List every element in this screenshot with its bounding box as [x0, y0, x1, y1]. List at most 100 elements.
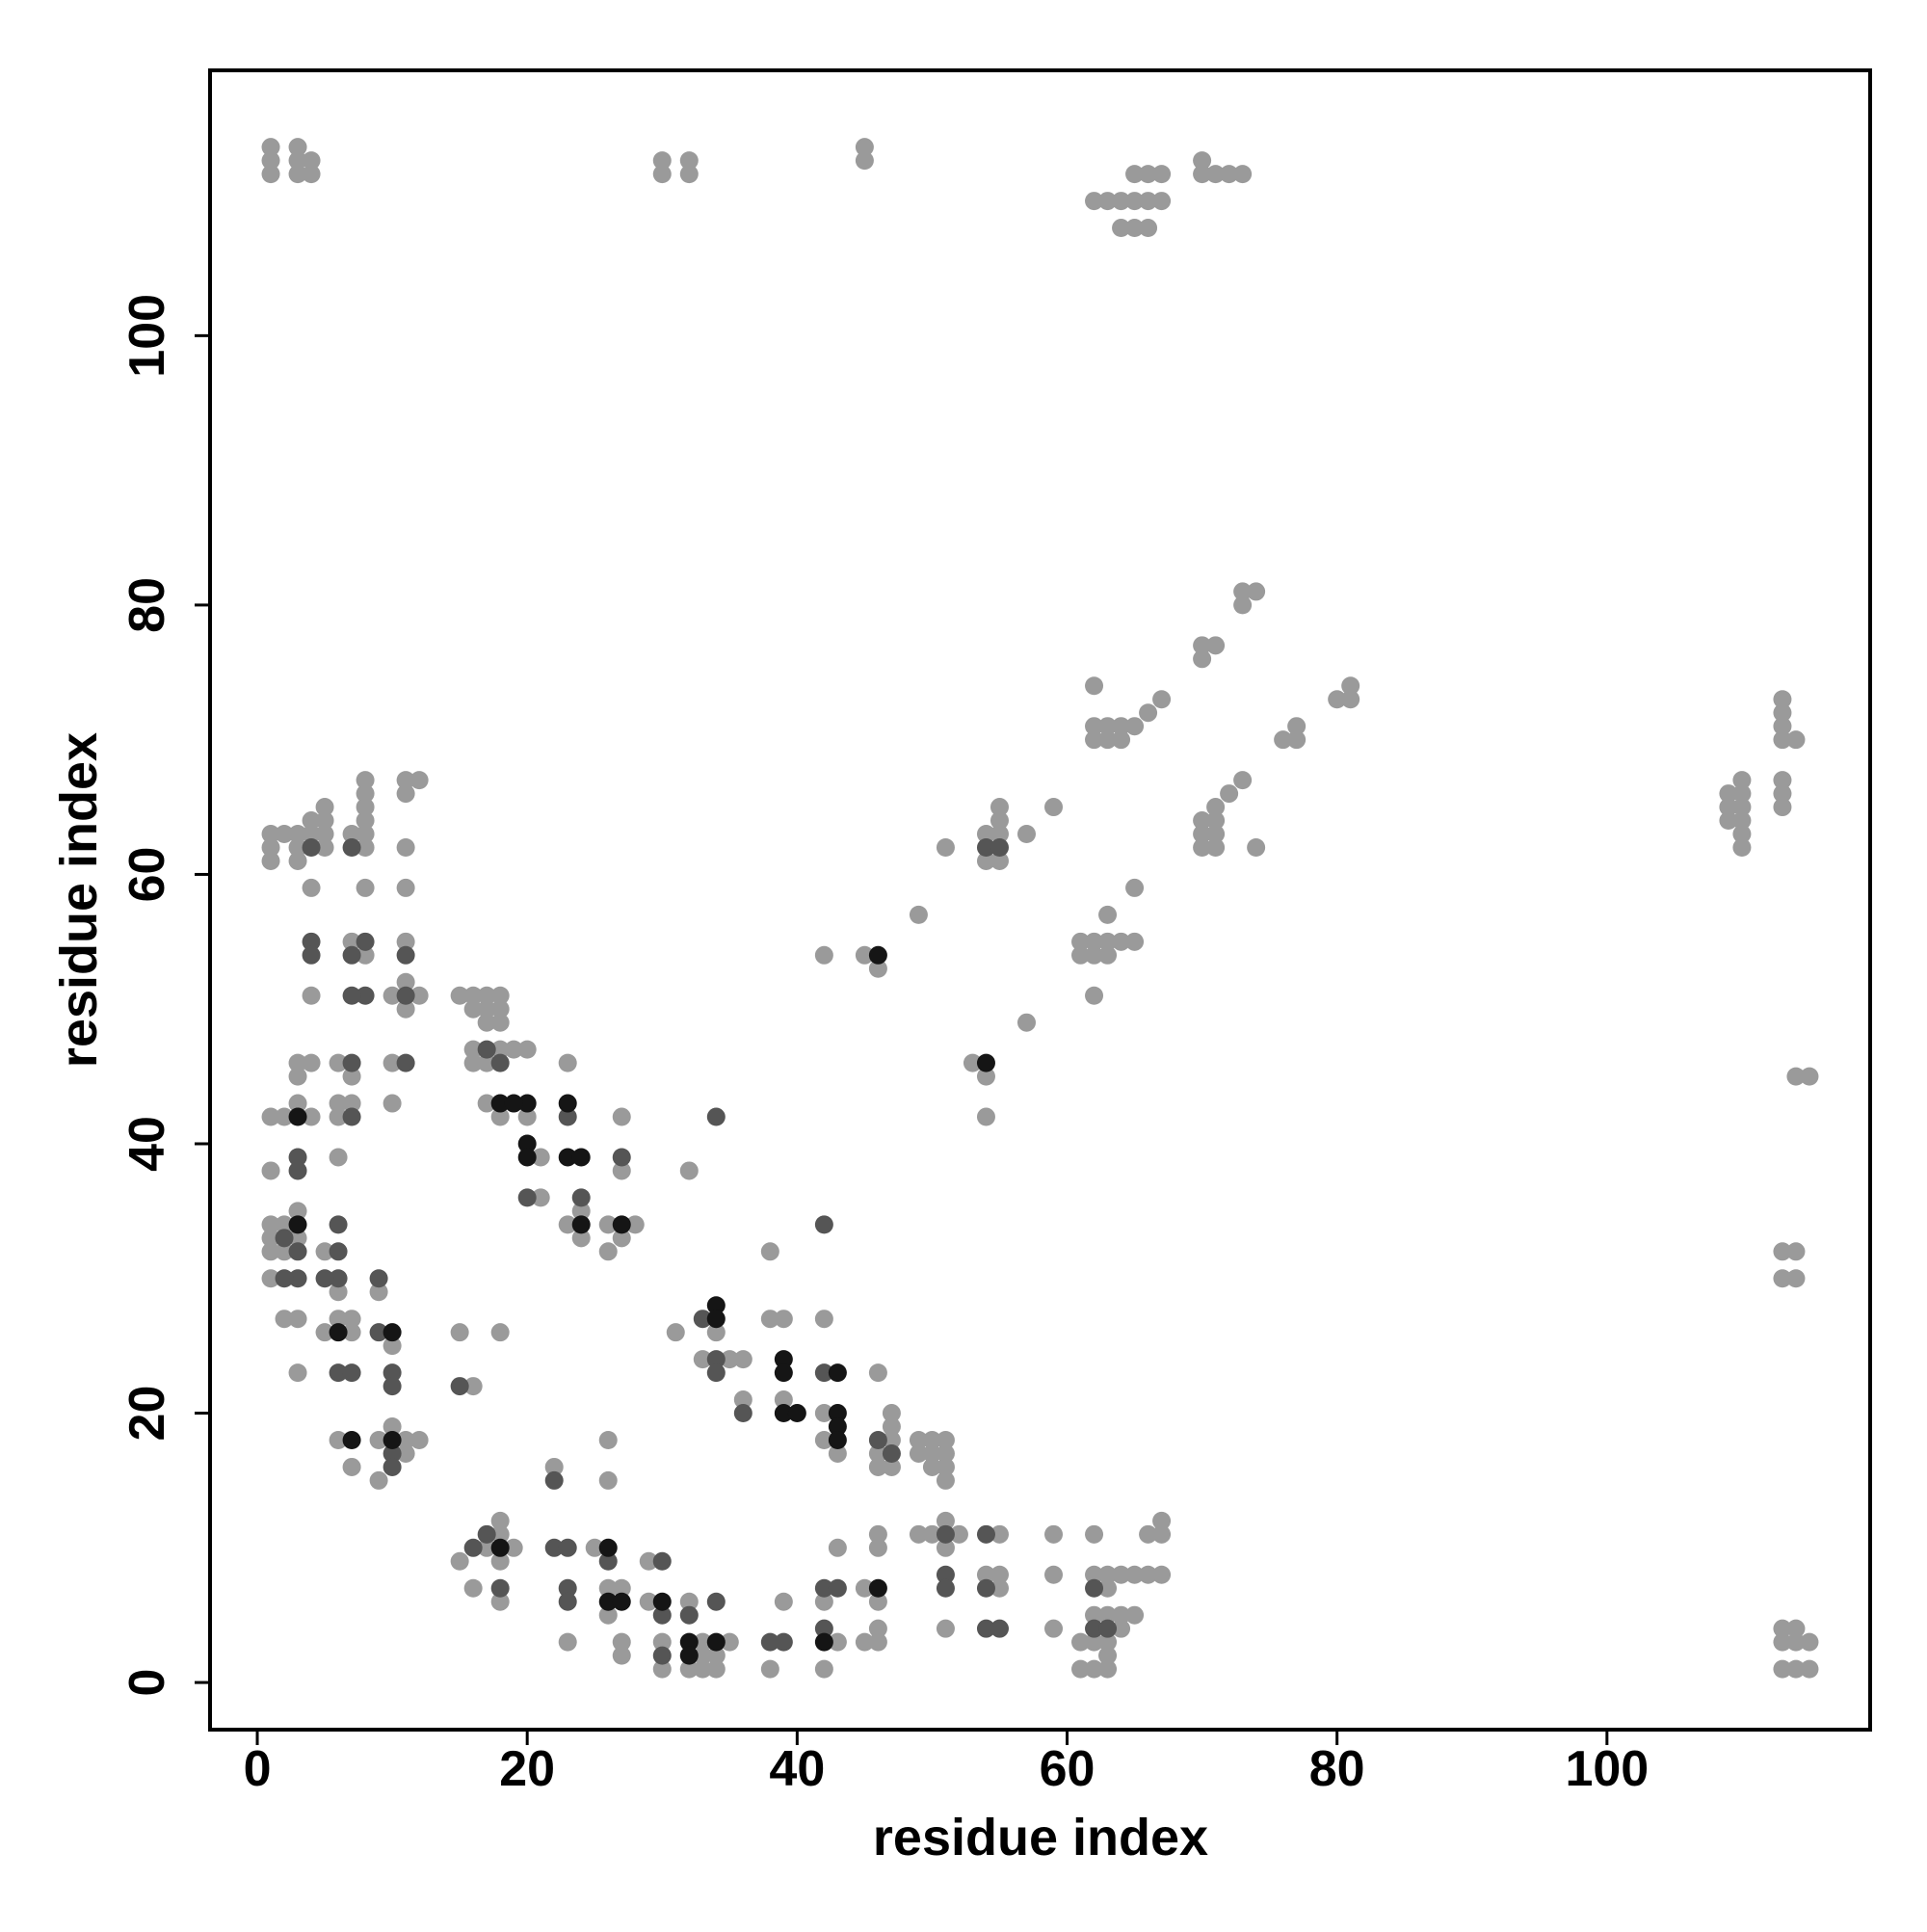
- point: [288, 837, 307, 857]
- point: [302, 878, 321, 897]
- point: [1800, 1067, 1819, 1086]
- point: [1786, 1242, 1806, 1261]
- point: [1071, 1632, 1091, 1652]
- point: [922, 1430, 941, 1449]
- point: [1112, 730, 1131, 750]
- point: [517, 1134, 537, 1153]
- point: [396, 945, 415, 965]
- point: [814, 1592, 833, 1611]
- point: [1220, 165, 1239, 184]
- point: [342, 1430, 361, 1449]
- point: [558, 1215, 577, 1234]
- point: [302, 811, 321, 831]
- point: [302, 1053, 321, 1072]
- point: [409, 771, 429, 790]
- point: [1085, 986, 1104, 1005]
- point: [261, 837, 280, 857]
- y-tick-label: 20: [119, 1386, 175, 1442]
- point: [329, 1430, 348, 1449]
- point: [409, 1430, 429, 1449]
- point: [990, 1619, 1009, 1638]
- point: [383, 1053, 402, 1072]
- point: [288, 1215, 307, 1234]
- point: [1139, 165, 1158, 184]
- point: [868, 1457, 887, 1476]
- point: [1341, 690, 1360, 709]
- point: [868, 959, 887, 978]
- point: [342, 1363, 361, 1383]
- point: [1139, 1565, 1158, 1584]
- point: [1125, 1605, 1145, 1625]
- point: [1112, 932, 1131, 951]
- point: [1233, 595, 1253, 615]
- point: [679, 1592, 699, 1611]
- point: [383, 1457, 402, 1476]
- point: [1085, 932, 1104, 951]
- point: [976, 1524, 995, 1544]
- point: [356, 878, 375, 897]
- point: [1206, 825, 1226, 844]
- point: [990, 851, 1009, 870]
- point: [1125, 1565, 1145, 1584]
- point: [288, 825, 307, 844]
- point: [679, 1161, 699, 1180]
- point: [396, 999, 415, 1019]
- point: [787, 1404, 806, 1423]
- point: [1016, 825, 1036, 844]
- point: [275, 1107, 294, 1126]
- point: [720, 1632, 739, 1652]
- point: [1098, 905, 1118, 924]
- point: [1098, 945, 1118, 965]
- point: [490, 1524, 510, 1544]
- point: [396, 1430, 415, 1449]
- point: [558, 1592, 577, 1611]
- point: [1328, 690, 1347, 709]
- point: [1098, 1659, 1118, 1679]
- point: [1719, 811, 1738, 831]
- point: [1206, 636, 1226, 655]
- point: [490, 1538, 510, 1557]
- point: [679, 1605, 699, 1625]
- point: [1732, 825, 1752, 844]
- point: [936, 1457, 955, 1476]
- point: [774, 1350, 793, 1369]
- point: [774, 1404, 793, 1423]
- point: [1112, 1619, 1131, 1638]
- point: [1193, 636, 1212, 655]
- x-tick-label: 80: [1309, 1741, 1365, 1797]
- point: [1220, 784, 1239, 804]
- point: [450, 986, 469, 1005]
- point: [558, 1578, 577, 1598]
- point: [612, 1578, 631, 1598]
- point: [302, 1107, 321, 1126]
- point: [1247, 582, 1266, 601]
- point: [356, 771, 375, 790]
- point: [288, 1202, 307, 1221]
- point: [612, 1632, 631, 1652]
- point: [922, 1524, 941, 1544]
- point: [517, 1148, 537, 1167]
- point: [1152, 165, 1172, 184]
- point: [1719, 784, 1738, 804]
- point: [329, 1283, 348, 1302]
- point: [706, 1632, 726, 1652]
- point: [477, 986, 496, 1005]
- point: [275, 825, 294, 844]
- point: [1773, 1659, 1792, 1679]
- point: [706, 1659, 726, 1679]
- point: [302, 932, 321, 951]
- point: [1112, 1565, 1131, 1584]
- point: [868, 1363, 887, 1383]
- point: [598, 1430, 618, 1449]
- point: [571, 1202, 591, 1221]
- point: [1193, 151, 1212, 171]
- point: [882, 1430, 901, 1449]
- point: [383, 1363, 402, 1383]
- point: [936, 1470, 955, 1490]
- point: [1071, 1659, 1091, 1679]
- point: [976, 825, 995, 844]
- point: [275, 1229, 294, 1248]
- point: [652, 1551, 672, 1571]
- point: [976, 1107, 995, 1126]
- point: [760, 1659, 779, 1679]
